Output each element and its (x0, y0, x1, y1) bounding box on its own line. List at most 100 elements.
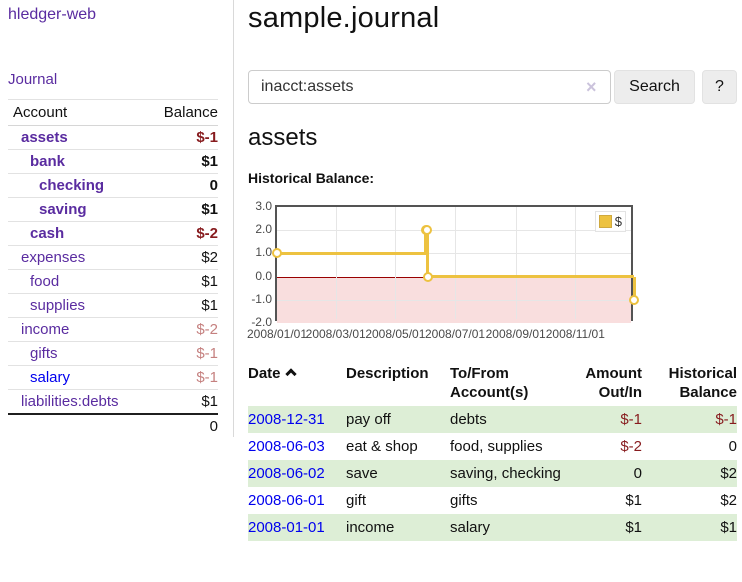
series-segment-v (632, 276, 636, 300)
v-gridline (516, 207, 517, 319)
data-point-marker (421, 225, 432, 236)
account-balance: $-1 (144, 341, 218, 366)
x-tick-label: 2008/01/01 (246, 327, 308, 341)
account-link-supplies[interactable]: supplies (30, 297, 86, 314)
x-tick-label: 2008/09/01 (485, 327, 546, 341)
transaction-accounts: gifts (450, 492, 478, 509)
account-link-salary[interactable]: salary (30, 369, 71, 386)
y-tick-label: -1.0 (251, 291, 272, 306)
register-table: Date Description To/From Account(s) Amou… (248, 362, 737, 541)
account-balance: 0 (144, 173, 218, 198)
app-brand-link[interactable]: hledger-web (8, 6, 97, 23)
data-point-marker (422, 271, 433, 282)
account-link-food[interactable]: food (30, 273, 60, 290)
accounts-table: Account Balance assets $-1 bank $1 checking 0… (8, 99, 218, 438)
transaction-date-link[interactable]: 2008-12-31 (248, 411, 325, 428)
search-input[interactable] (248, 70, 611, 104)
sort-ascending-icon (284, 368, 297, 380)
register-row: 2008-06-01 gift gifts $1 $2 (248, 487, 737, 514)
series-segment-h (277, 251, 426, 255)
transaction-description: gift (346, 492, 367, 509)
historical-balance-chart: $ 3.0 2.0 1.0 0.0 -1.0 -2.0 2008/01/01 2008/03/… (247, 199, 648, 344)
transaction-balance: $2 (642, 460, 737, 487)
data-point-marker (629, 294, 640, 305)
v-gridline (395, 207, 396, 319)
account-row: expenses $2 (8, 245, 218, 270)
transaction-date-link[interactable]: 2008-06-02 (248, 465, 325, 482)
account-balance: $-1 (196, 129, 218, 146)
y-tick-label: 3.0 (255, 199, 272, 213)
account-balance: $1 (144, 389, 218, 414)
transaction-amount: 0 (568, 460, 642, 487)
transaction-date-link[interactable]: 2008-01-01 (248, 519, 325, 536)
sidebar-item-journal[interactable]: Journal (8, 71, 58, 88)
v-gridline (336, 207, 337, 319)
accounts-header-account: Account (8, 99, 145, 126)
account-balance: $-1 (144, 365, 218, 390)
account-link-income[interactable]: income (21, 321, 70, 338)
transaction-date-link[interactable]: 2008-06-03 (248, 438, 325, 455)
account-link-checking[interactable]: checking (39, 177, 105, 194)
accounts-total-balance: 0 (144, 413, 218, 438)
chart-legend: $ (594, 211, 626, 232)
transaction-amount: $1 (568, 514, 642, 541)
account-row: cash $-2 (8, 221, 218, 246)
transaction-date-link[interactable]: 2008-06-01 (248, 492, 325, 509)
transaction-amount: $-1 (568, 406, 642, 433)
clear-search-icon[interactable]: × (586, 77, 597, 97)
transaction-accounts: debts (450, 406, 568, 433)
transaction-amount: $-2 (620, 438, 642, 455)
account-row: saving $1 (8, 197, 218, 222)
chart-plot-area: $ (272, 205, 640, 323)
account-link-bank[interactable]: bank (30, 153, 66, 170)
accounts-total-row: 0 (8, 413, 218, 438)
transaction-description: income (346, 514, 450, 541)
transaction-balance: 0 (728, 438, 737, 455)
transaction-description: eat & shop (346, 438, 418, 455)
transaction-description: save (346, 460, 450, 487)
account-link-saving[interactable]: saving (39, 201, 87, 218)
series-segment-h (427, 275, 634, 279)
register-header-date[interactable]: Date (248, 362, 346, 406)
account-balance: $-2 (144, 221, 218, 246)
chart-title: Historical Balance: (248, 170, 375, 186)
accounts-header-row: Account Balance (8, 99, 218, 126)
account-row: food $1 (8, 269, 218, 294)
h-gridline (277, 299, 631, 301)
search-form: × Search ? (248, 70, 737, 104)
accounts-header-balance: Balance (144, 99, 218, 126)
account-row: liabilities:debts $1 (8, 389, 218, 414)
x-tick-label: 2008/07/01 (424, 327, 486, 341)
transaction-accounts: saving, checking (450, 460, 568, 487)
transaction-balance: $1 (642, 514, 737, 541)
v-gridline (455, 207, 456, 319)
legend-label: $ (614, 214, 622, 229)
y-tick-label: 2.0 (255, 222, 272, 237)
account-link-liabilities-debts[interactable]: liabilities:debts (21, 393, 119, 410)
account-row: salary $-1 (8, 365, 218, 390)
register-header-amount: Amount Out/In (585, 365, 642, 401)
register-header-accounts: To/From Account(s) (450, 365, 529, 401)
legend-swatch (598, 215, 612, 228)
account-balance: $1 (144, 149, 218, 174)
register-row: 2008-01-01 income salary $1 $1 (248, 514, 737, 541)
transaction-amount: $1 (625, 492, 642, 509)
account-link-gifts[interactable]: gifts (30, 345, 58, 362)
transaction-balance: $2 (720, 492, 737, 509)
x-tick-label: 2008/03/01 (305, 327, 366, 341)
account-balance: $2 (144, 245, 218, 270)
register-row: 2008-06-03 eat & shop food, supplies $-2 0 (248, 433, 737, 460)
help-button[interactable]: ? (702, 70, 737, 104)
series-segment-v (424, 230, 428, 254)
register-header-description: Description (346, 365, 429, 382)
account-balance: $-2 (144, 317, 218, 342)
account-link-assets[interactable]: assets (21, 129, 68, 146)
account-link-expenses[interactable]: expenses (21, 249, 86, 266)
search-button[interactable]: Search (614, 70, 695, 104)
v-gridline (575, 207, 576, 319)
h-gridline (277, 230, 631, 232)
account-link-cash[interactable]: cash (30, 225, 65, 242)
x-tick-label: 2008/11/01 (545, 327, 605, 341)
account-row: checking 0 (8, 173, 218, 198)
